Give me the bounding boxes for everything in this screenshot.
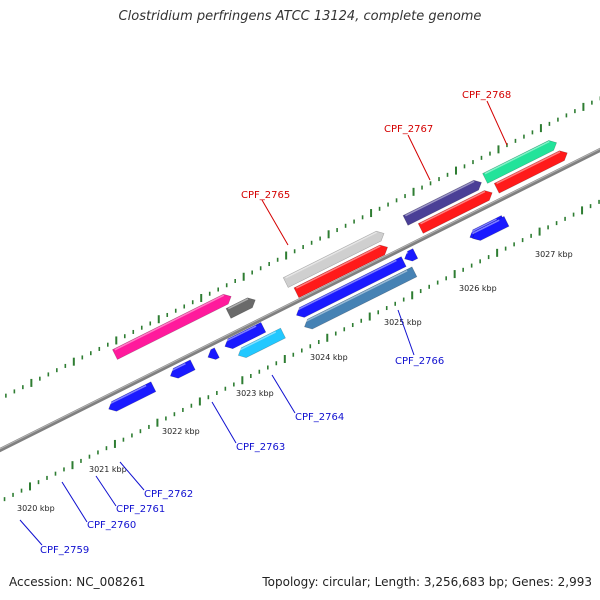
gene-label-reverse[interactable]: CPF_2762 [144,489,193,500]
gene-labels: CPF_2765 CPF_2767 CPF_2768 CPF_2759 CPF_2760… [19,90,511,556]
gene-block-cpf-2764a [295,256,407,318]
gene-block-cpf-2767b [417,190,493,234]
leader-line [271,374,296,414]
gene-block-cpf-2763 [304,266,418,330]
gene-block-cpf-2758 [112,293,232,360]
gene-label-reverse[interactable]: CPF_2764 [295,412,344,423]
gene-label-forward[interactable]: CPF_2767 [384,124,433,135]
scale-label: 3027 kbp [535,250,573,259]
scale-label: 3021 kbp [89,465,127,474]
gene-label-forward[interactable]: CPF_2768 [462,90,511,101]
leader-line [61,481,88,523]
backbone [0,147,600,453]
leader-line [261,199,289,246]
gene-label-forward[interactable]: CPF_2765 [241,190,290,201]
gene-block-cpf-2762a [224,321,267,350]
gene-block-cpf-2760-dark [225,297,256,319]
leader-line [397,309,415,356]
leader-line [119,461,145,491]
gene-block-cpf-2765 [282,230,385,288]
gene-block-cpf-2766-main [472,216,510,241]
gene-block-cpf-2767 [402,179,482,226]
gene-block-cpf-2760 [169,359,196,379]
gene-block-cpf-2759 [108,381,157,412]
scale-label: 3022 kbp [162,427,200,436]
scale-label: 3023 kbp [236,389,274,398]
leader-line [95,475,117,507]
gene-block-cpf-2765b [293,244,389,299]
leader-line [211,401,237,444]
tick-marks [3,96,600,502]
gene-label-reverse[interactable]: CPF_2759 [40,545,89,556]
scale-label: 3024 kbp [310,353,348,362]
scale-label: 3026 kbp [459,284,497,293]
gene-label-reverse[interactable]: CPF_2761 [116,504,165,515]
map-title: Clostridium perfringens ATCC 13124, comp… [118,9,482,24]
genome-summary-text: Topology: circular; Length: 3,256,683 bp… [262,575,592,589]
scale-label: 3020 kbp [17,504,55,513]
gene-block-cpf-2768b [493,150,568,194]
leader-line [19,519,43,546]
gene-label-reverse[interactable]: CPF_2760 [87,520,136,531]
gene-label-reverse[interactable]: CPF_2766 [395,356,444,367]
gene-block-cpf-2762 [237,327,286,358]
leader-line [486,100,508,146]
gene-features [108,140,568,412]
backbone-line [0,147,600,453]
gene-label-reverse[interactable]: CPF_2763 [236,442,285,453]
gene-block-cpf-2768 [482,140,557,184]
gene-block-cpf-2764 [404,248,419,262]
gene-block-cpf-2761 [207,347,220,360]
backbone-highlight [0,148,600,450]
accession-text: Accession: NC_008261 [9,575,146,589]
leader-line [407,134,431,181]
